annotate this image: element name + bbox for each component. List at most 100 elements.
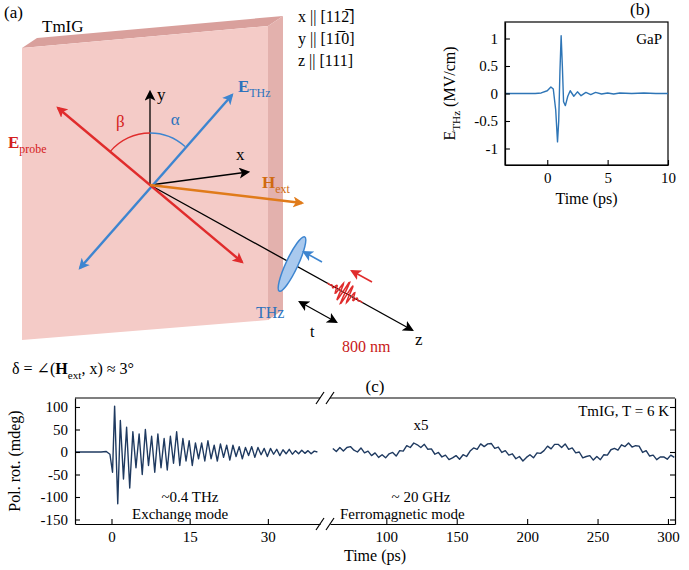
y-axis: -1 -0.5 0 0.5 1 [474, 23, 510, 166]
alpha-label: α [171, 110, 180, 129]
x-axis-tick: 150 [446, 519, 469, 545]
y-axis-tick-label: 100 [46, 399, 69, 415]
y-axis-tick-mark [505, 148, 510, 149]
x-axis-tick: 300 [657, 519, 680, 545]
panel-label: (a) [4, 3, 23, 22]
y-axis-tick: 0.5 [479, 58, 510, 74]
sample-label: TmIG [42, 17, 84, 36]
y-axis-tick-mark [75, 474, 80, 475]
delay-label: t [310, 323, 315, 340]
panel-a: (a)TmIGx || [112̅]y || [11̅0]z || [111]β… [4, 3, 423, 381]
y-axis-tick [670, 475, 675, 476]
annotation: x5 [414, 417, 429, 433]
y-axis-tick: -0.5 [474, 113, 510, 129]
x-axis-tick: 250 [587, 519, 610, 545]
y-axis-tick-mark [75, 407, 80, 408]
annotation: Exchange mode [132, 506, 229, 522]
x-axis-tick: 200 [516, 519, 539, 545]
x-axis-tick-mark [668, 519, 669, 524]
x-axis-tick-mark [668, 160, 669, 165]
alpha-arc [150, 133, 185, 147]
annotation: Ferromagnetic mode [340, 506, 465, 522]
y-axis-tick-label: 0.5 [479, 58, 498, 74]
slab-front [22, 26, 268, 340]
y-axis-tick-mark [75, 452, 80, 453]
axis-break [326, 518, 334, 530]
y-axis-tick-label: -100 [41, 489, 69, 505]
y-axis-tick: 50 [53, 422, 80, 438]
e-thz-label-part: THz [249, 86, 270, 100]
thz-label: THz [256, 304, 284, 321]
y-axis-tick [670, 430, 675, 431]
y-axis-tick-label: -50 [48, 467, 68, 483]
angle-caption-part: , x) ≈ 3° [81, 360, 134, 378]
plot-frame-top [75, 397, 320, 398]
y-axis-tick-mark [75, 429, 80, 430]
x-axis-title: Time (ps) [555, 190, 617, 208]
x-axis-tick-label: 15 [183, 529, 198, 545]
plot-area [333, 443, 674, 461]
e-thz-vector [80, 95, 232, 268]
x-axis-tick-label: 30 [261, 529, 276, 545]
x-axis-tick-mark [527, 519, 528, 524]
angle-caption: δ = ∠(Hext, x) ≈ 3° [12, 360, 134, 381]
axis-break [316, 518, 324, 530]
x-axis-tick: 5 [604, 160, 612, 186]
x-axis-tick-mark [598, 519, 599, 524]
x-axis-tick-label: 150 [446, 529, 469, 545]
x-axis-tick: 0 [544, 160, 552, 186]
y-axis-title-part: E [441, 131, 458, 141]
delay-arrow [300, 302, 336, 322]
y-axis-tick-mark [505, 66, 510, 67]
y-axis-tick-label: 50 [53, 422, 68, 438]
e-probe-label-part: probe [19, 142, 46, 156]
y-axis-tick: 1 [491, 31, 511, 47]
y-axis-tick [670, 452, 675, 453]
y-axis-tick [670, 497, 675, 498]
y-axis-tick-label: -1 [486, 141, 499, 157]
y-axis-title: ETHz (MV/cm) [441, 46, 462, 140]
x-axis-line [76, 524, 321, 525]
angle-caption-part: H [55, 360, 68, 377]
panel-label: (b) [630, 0, 650, 19]
y-axis-tick-mark [75, 497, 80, 498]
y-axis-tick-label: 0 [61, 444, 69, 460]
thz-pulse [274, 234, 310, 293]
x-axis-label: x [236, 145, 245, 164]
y-axis-tick: -1 [486, 141, 511, 157]
x-axis-tick-mark [268, 519, 269, 524]
probe-pulse [328, 282, 363, 303]
e-probe-label: Eprobe [8, 133, 46, 156]
x-axis-tick-label: 0 [544, 170, 552, 186]
y-axis-tick: -150 [41, 512, 81, 528]
x-axis-tick: 100 [376, 519, 399, 545]
y-axis-tick: 0 [491, 86, 511, 102]
x-axis-tick: 15 [183, 519, 198, 545]
y-axis-line [675, 399, 676, 525]
thz-direction [304, 252, 322, 262]
axis-break [316, 392, 324, 404]
x-axis-tick: 10 [661, 160, 676, 186]
y-axis-tick-label: 0 [491, 86, 499, 102]
x-axis-tick-label: 10 [661, 170, 676, 186]
y-axis-tick: -50 [48, 467, 80, 483]
x-axis-line [331, 524, 676, 525]
y-axis-line [75, 399, 76, 525]
x-axis-tick-label: 200 [516, 529, 539, 545]
y-axis-tick-mark [505, 93, 510, 94]
y-axis-tick: -100 [41, 489, 81, 505]
y-axis-tick-mark [670, 452, 675, 453]
e-thz-label: ETHz [238, 77, 270, 100]
x-axis-tick-label: 100 [376, 529, 399, 545]
x-axis: 01530 [76, 519, 321, 545]
y-axis-title: Pol. rot. (mdeg) [6, 410, 24, 511]
y-axis-title-part: THz [450, 111, 462, 131]
y-axis-tick-mark [505, 38, 510, 39]
x-axis-tick-mark [111, 519, 112, 524]
y-axis [149, 92, 150, 185]
x-axis-tick: 30 [261, 519, 276, 545]
y-axis-tick-mark [670, 519, 675, 520]
y-axis-tick-label: -150 [41, 512, 69, 528]
y-axis-label: y [157, 85, 166, 104]
beta-label: β [116, 112, 125, 131]
